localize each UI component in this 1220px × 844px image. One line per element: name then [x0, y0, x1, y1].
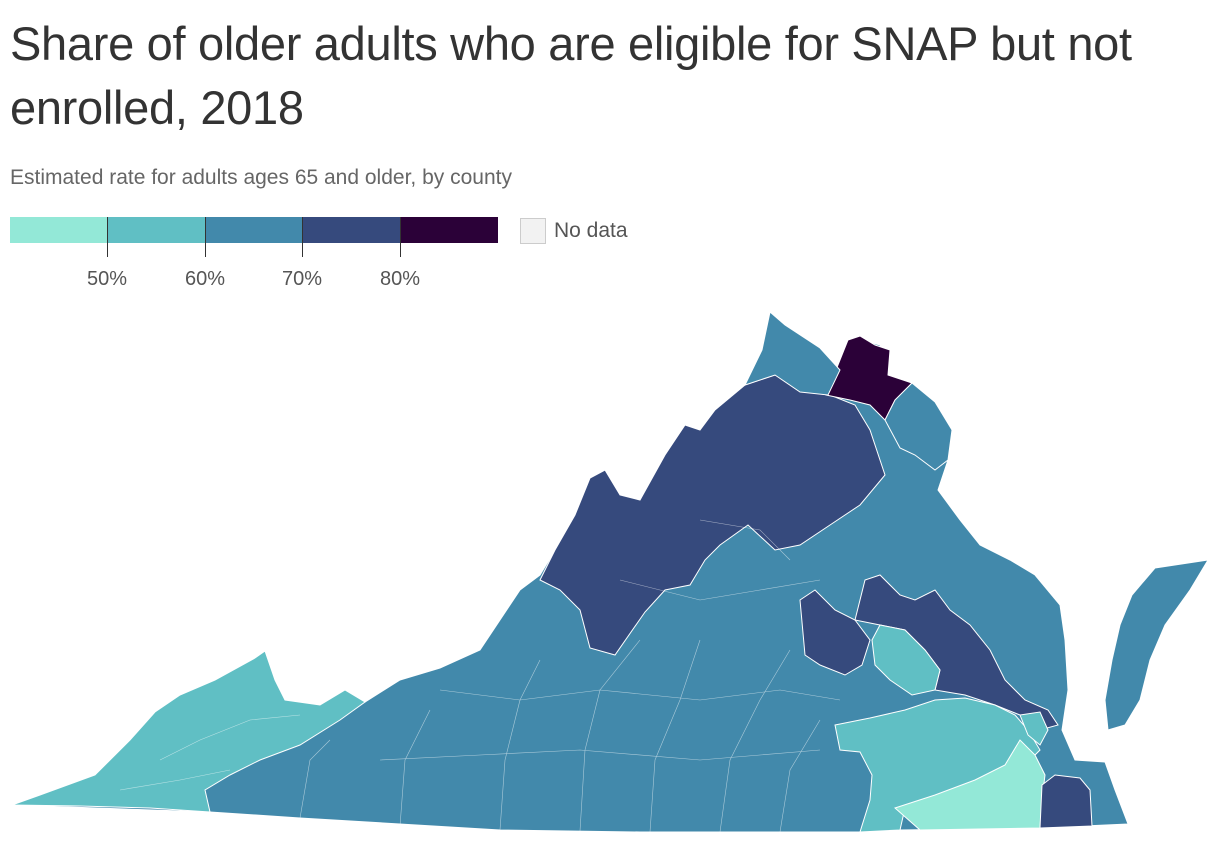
chart-title: Share of older adults who are eligible f…	[10, 17, 1132, 134]
legend-swatch-70-80	[302, 217, 401, 243]
region-richmond-low	[871, 624, 941, 696]
virginia-county-map	[11, 311, 1209, 833]
region-eastern-shore-mid	[1104, 559, 1209, 731]
region-nova-mid	[884, 382, 953, 471]
color-legend: 50% 60% 70% 80% No data	[10, 217, 650, 297]
region-northern-highest	[825, 335, 913, 421]
chart-subtitle: Estimated rate for adults ages 65 and ol…	[10, 166, 512, 189]
region-southwest-low	[11, 650, 366, 813]
legend-label-80: 80%	[379, 268, 421, 290]
legend-color-bar	[10, 217, 498, 243]
legend-tick-50	[107, 217, 108, 257]
no-data-label: No data	[554, 219, 628, 242]
legend-no-data: No data	[520, 218, 628, 244]
region-central-high	[799, 589, 871, 676]
legend-swatch-above-80	[400, 217, 498, 243]
legend-label-60: 60%	[184, 268, 226, 290]
legend-label-50: 50%	[86, 268, 128, 290]
legend-swatch-below-50	[10, 217, 108, 243]
legend-tick-60	[205, 217, 206, 257]
region-coast-high	[1039, 774, 1093, 829]
legend-tick-80	[400, 217, 401, 257]
region-frederick-mid	[744, 311, 841, 396]
region-tidewater-lowest	[894, 739, 1046, 831]
legend-tick-70	[302, 217, 303, 257]
county-boundaries	[119, 519, 841, 833]
region-peninsula-low	[1019, 711, 1049, 746]
legend-swatch-50-60	[107, 217, 206, 243]
legend-label-70: 70%	[281, 268, 323, 290]
no-data-swatch	[520, 218, 546, 244]
legend-swatch-60-70	[205, 217, 303, 243]
region-shenandoah-high	[539, 374, 886, 656]
